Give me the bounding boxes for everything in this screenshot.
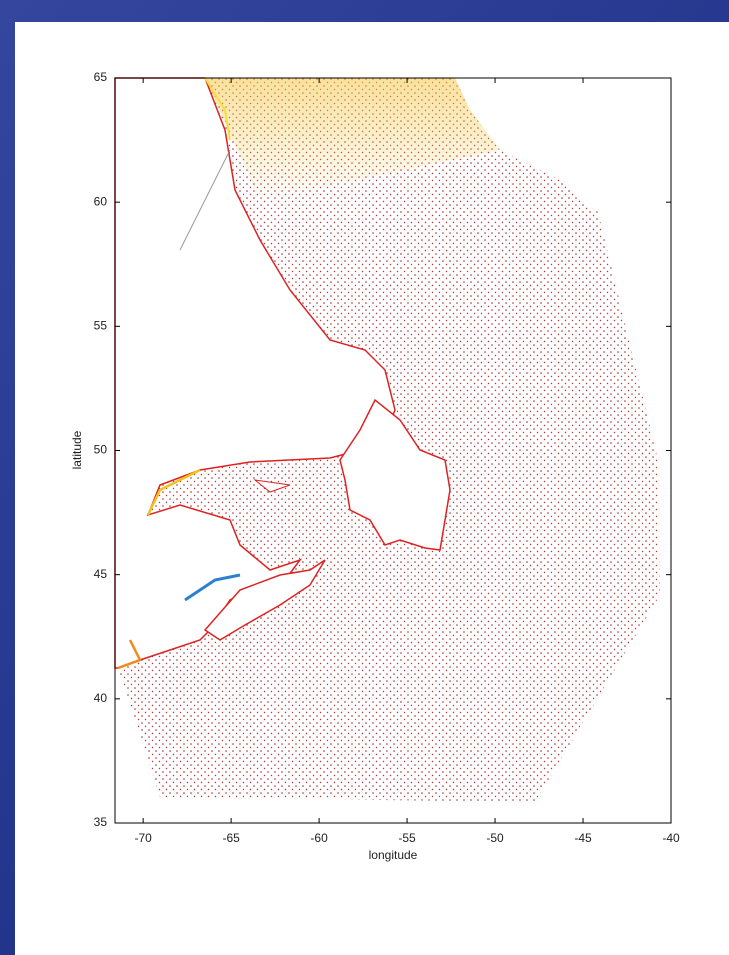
x-tick-label: -45 [574, 831, 592, 845]
x-tick-label: -55 [398, 831, 416, 845]
y-tick-label: 65 [94, 70, 108, 84]
y-tick-label: 60 [94, 194, 108, 208]
x-tick-label: -50 [486, 831, 504, 845]
mesh-domain [115, 78, 660, 802]
chart: longitude latitude -70 -65 -60 -55 -50 -45 -40… [0, 0, 729, 955]
y-tick-label: 55 [94, 319, 108, 333]
y-tick-label: 45 [94, 567, 108, 581]
y-tick-label: 40 [94, 691, 108, 705]
y-tick-label: 35 [94, 815, 108, 829]
y-axis-label: latitude [70, 430, 84, 469]
x-tick-label: -60 [310, 831, 328, 845]
y-tick-label: 50 [94, 443, 108, 457]
x-tick-label: -70 [134, 831, 152, 845]
x-tick-label: -65 [222, 831, 240, 845]
x-axis-label: longitude [369, 848, 418, 862]
x-tick-label: -40 [662, 831, 680, 845]
